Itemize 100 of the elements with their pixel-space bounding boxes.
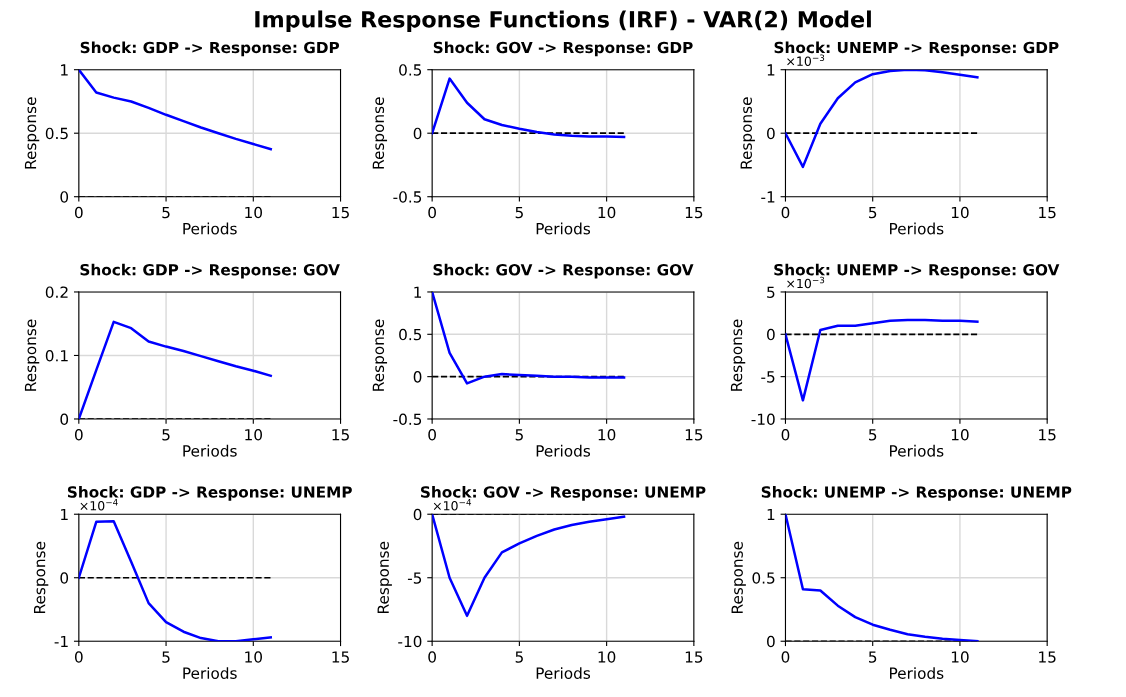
y-tick-label: -1: [54, 635, 68, 648]
y-axis-title: Response: [731, 541, 746, 613]
x-tick-label: 0: [74, 428, 83, 441]
y-tick-label: 1: [61, 64, 68, 76]
text: ×10$^{−4}$: [433, 499, 472, 511]
y-tick-label: -10: [398, 635, 422, 648]
y-axis-title: Response: [24, 97, 40, 169]
y-axis-title: Response: [372, 319, 388, 391]
y-tick-label: 0.5: [399, 64, 422, 76]
line-series: [785, 69, 979, 169]
text: ×10$^{−3}$: [787, 54, 825, 66]
y-axis-title: Response: [24, 319, 40, 391]
y-tick-label: 0: [413, 371, 422, 383]
x-axis-title: Periods: [536, 222, 591, 235]
x-tick-label: 0: [428, 206, 436, 219]
x-axis-title: Periods: [890, 444, 944, 457]
chart-title: Shock: GDP -> Response: GOV: [80, 263, 340, 279]
x-tick-label: 0: [781, 428, 790, 441]
y-axis-title: Response: [372, 97, 388, 169]
x-tick-label: 5: [869, 206, 877, 219]
y-axis-title: Response: [730, 319, 746, 391]
y-tick-label: 0: [767, 635, 775, 648]
y-tick-label: 0: [413, 508, 422, 521]
y-tick-label: 0: [413, 127, 422, 140]
y-tick-label: 0.1: [45, 349, 68, 362]
x-tick-label: 5: [869, 429, 877, 441]
x-tick-label: 10: [245, 206, 262, 219]
y-tick-label: 1: [767, 508, 775, 521]
y-tick-label: 0.2: [45, 286, 68, 298]
line-series: [785, 318, 979, 402]
y-tick-label: 5: [767, 286, 775, 298]
y-tick-label: -1: [761, 191, 775, 203]
x-axis-title: Periods: [183, 444, 237, 457]
x-axis-title: Periods: [536, 667, 591, 679]
x-axis-title: Periods: [183, 222, 237, 235]
line-series: [78, 519, 272, 642]
x-tick-label: 10: [598, 651, 616, 663]
x-tick-label: 10: [245, 651, 262, 663]
y-tick-label: 0.5: [752, 572, 775, 584]
x-tick-label: 0: [428, 651, 436, 663]
x-tick-label: 5: [162, 206, 170, 219]
x-tick-label: 10: [598, 428, 616, 441]
y-axis-title: Response: [377, 541, 392, 613]
x-tick-label: 15: [1039, 206, 1056, 219]
x-tick-label: 15: [332, 206, 349, 219]
y-tick-label: 1: [61, 508, 68, 521]
x-tick-label: 10: [951, 206, 969, 219]
x-axis-title: Periods: [183, 667, 237, 679]
x-tick-label: 10: [951, 651, 969, 663]
x-tick-label: 10: [951, 428, 969, 441]
text: ×10$^{−4}$: [80, 499, 118, 511]
x-tick-label: 0: [428, 428, 436, 441]
x-tick-label: 15: [685, 429, 703, 441]
text: ×10$^{−3}$: [787, 276, 825, 289]
line-series: [432, 77, 626, 139]
y-axis-title: Response: [740, 97, 755, 169]
line-series: [432, 514, 626, 618]
text: Impulse Response Functions (IRF) - VAR(2) Model: [255, 10, 871, 32]
y-axis-title: Response: [33, 541, 49, 613]
y-tick-label: 0: [767, 127, 775, 140]
x-tick-label: 15: [332, 651, 349, 663]
y-tick-label: 0.5: [399, 328, 422, 341]
y-tick-label: 0: [60, 191, 69, 203]
line-series: [432, 291, 626, 385]
y-tick-label: -10: [751, 413, 775, 425]
x-tick-label: 0: [74, 651, 83, 663]
x-tick-label: 15: [332, 429, 349, 441]
x-axis-title: Periods: [890, 667, 944, 679]
x-tick-label: 5: [515, 429, 523, 441]
y-tick-label: 0: [767, 328, 775, 341]
x-axis-title: Periods: [890, 222, 944, 235]
x-tick-label: 10: [598, 206, 616, 219]
x-tick-label: 5: [869, 651, 877, 663]
x-axis-title: Periods: [536, 444, 591, 457]
chart-title: Shock: GOV -> Response: GDP: [433, 41, 693, 57]
line-series: [78, 320, 272, 419]
x-tick-label: 0: [781, 206, 790, 219]
x-tick-label: 0: [74, 206, 83, 219]
x-tick-label: 5: [162, 651, 170, 663]
x-tick-label: 15: [1039, 651, 1056, 663]
x-tick-label: 10: [245, 428, 262, 441]
y-tick-label: -0.5: [393, 191, 422, 203]
chart-title: Shock: UNEMP -> Response: UNEMP: [761, 485, 1072, 501]
y-tick-label: -0.5: [393, 413, 422, 425]
y-tick-label: -5: [407, 572, 422, 584]
x-tick-label: 5: [162, 429, 170, 441]
y-tick-label: 0.5: [45, 127, 68, 140]
x-tick-label: 0: [781, 651, 790, 663]
x-tick-label: 15: [1039, 429, 1056, 441]
y-tick-label: -5: [761, 371, 775, 383]
y-tick-label: 0: [60, 572, 69, 584]
x-tick-label: 5: [515, 651, 523, 663]
y-tick-label: 0: [60, 413, 69, 425]
chart-title: Shock: GDP -> Response: GDP: [80, 41, 340, 57]
x-tick-label: 15: [685, 651, 703, 663]
chart-title: Shock: GOV -> Response: GOV: [433, 263, 694, 279]
x-tick-label: 5: [515, 206, 523, 219]
y-tick-label: 1: [414, 286, 422, 298]
line-series: [78, 69, 272, 151]
x-tick-label: 15: [685, 206, 703, 219]
